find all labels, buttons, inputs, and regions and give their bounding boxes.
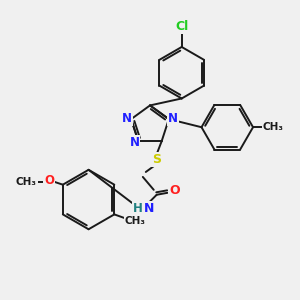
Text: CH₃: CH₃ — [16, 177, 37, 187]
Text: H: H — [133, 202, 143, 215]
Text: S: S — [152, 153, 161, 166]
Text: N: N — [144, 202, 154, 215]
Text: O: O — [44, 174, 54, 187]
Text: Cl: Cl — [175, 20, 188, 33]
Text: N: N — [122, 112, 132, 124]
Text: CH₃: CH₃ — [124, 216, 146, 226]
Text: N: N — [168, 112, 178, 124]
Text: CH₃: CH₃ — [262, 122, 284, 132]
Text: N: N — [129, 136, 140, 149]
Text: O: O — [169, 184, 180, 197]
